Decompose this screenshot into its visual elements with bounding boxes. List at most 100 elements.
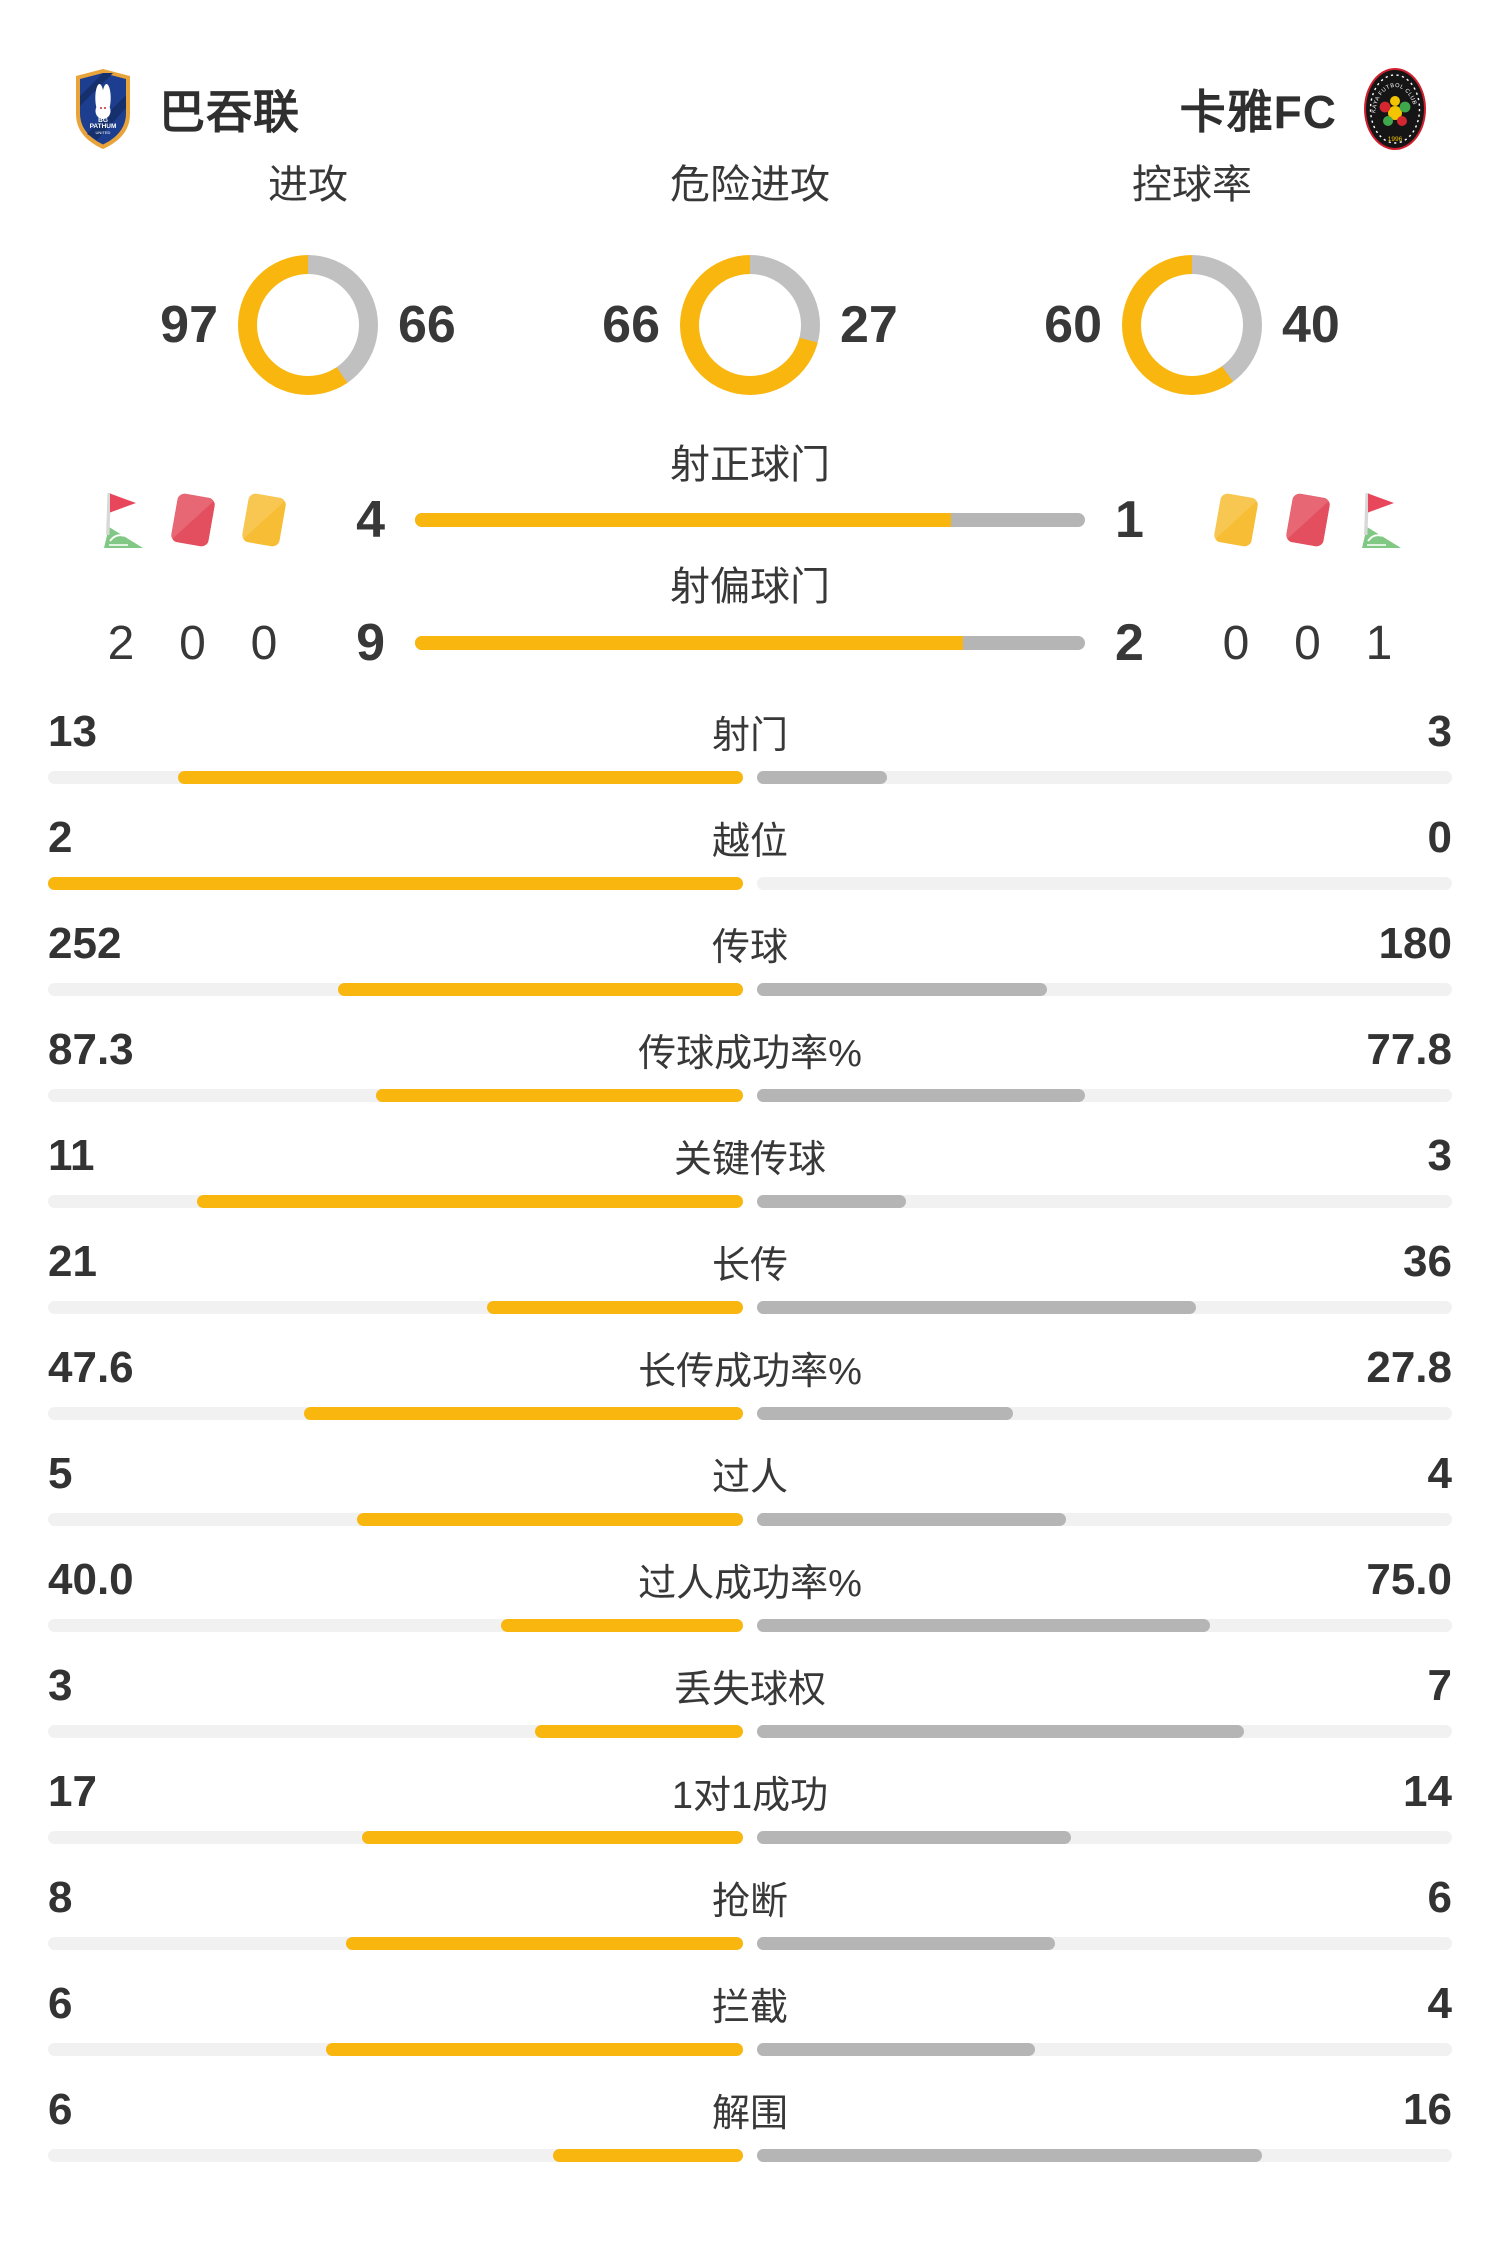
stat-row: 21 长传 36 — [0, 1230, 1500, 1336]
stat-away-track — [757, 1831, 1452, 1844]
stat-away-value: 36 — [1403, 1237, 1452, 1286]
stat-home-fill — [326, 2043, 743, 2056]
donut-home-value: 97 — [160, 296, 218, 354]
stat-home-value: 6 — [48, 1979, 73, 2028]
stat-away-fill — [757, 1831, 1071, 1844]
stat-row: 6 解围 16 — [0, 2078, 1500, 2184]
donut-label: 危险进攻 — [670, 163, 830, 207]
stat-away-track — [757, 771, 1452, 784]
donut-group: 控球率 60 40 — [972, 160, 1412, 395]
stat-home-fill — [356, 1513, 743, 1526]
stat-away-fill — [757, 1513, 1066, 1526]
away-yellow-card-count: 0 — [1222, 616, 1250, 670]
away-discipline-icons — [1210, 487, 1405, 553]
shot-bar-away-fill — [963, 636, 1085, 650]
stat-row: 5 过人 4 — [0, 1442, 1500, 1548]
stat-row: 6 拦截 4 — [0, 1972, 1500, 2078]
shots-off-target-label: 射偏球门 — [670, 565, 830, 609]
stat-home-value: 17 — [48, 1767, 97, 1816]
stat-away-track — [757, 1937, 1452, 1950]
stat-home-fill — [178, 771, 743, 784]
stat-home-value: 40.0 — [48, 1555, 134, 1604]
stat-away-fill — [757, 2149, 1263, 2162]
away-discipline-counts: 0 0 1 — [1210, 612, 1405, 674]
stat-row: 3 丢失球权 7 — [0, 1654, 1500, 1760]
stats-list: 13 射门 3 2 越位 0 252 传球 180 87.3 传球成功率% — [0, 700, 1500, 2184]
stat-away-fill — [757, 1725, 1244, 1738]
stat-home-value: 3 — [48, 1661, 73, 1710]
stat-row: 87.3 传球成功率% 77.8 — [0, 1018, 1500, 1124]
stat-away-track — [757, 1301, 1452, 1314]
stat-label: 长传成功率% — [638, 1351, 862, 1393]
stat-label: 传球成功率% — [638, 1033, 862, 1075]
stat-away-track — [757, 877, 1452, 890]
stat-home-track — [48, 1301, 743, 1314]
stat-label: 抢断 — [711, 1881, 788, 1923]
stat-home-track — [48, 1725, 743, 1738]
stat-home-track — [48, 1937, 743, 1950]
stat-away-fill — [757, 2043, 1035, 2056]
home-team-name: 巴吞联 — [159, 86, 300, 138]
donut-away-value: 27 — [840, 296, 898, 354]
stat-home-fill — [361, 1831, 743, 1844]
stat-label: 拦截 — [711, 1987, 788, 2029]
stat-away-value: 7 — [1427, 1661, 1452, 1710]
stat-row: 11 关键传球 3 — [0, 1124, 1500, 1230]
stat-away-value: 180 — [1378, 919, 1452, 968]
stat-home-fill — [48, 877, 743, 890]
stat-home-value: 47.6 — [48, 1343, 134, 1392]
stat-away-value: 16 — [1403, 2085, 1452, 2134]
stat-home-value: 8 — [48, 1873, 73, 1922]
stat-home-track — [48, 771, 743, 784]
shots-on-target-away: 1 — [1115, 491, 1144, 549]
away-crest-year: 1996 — [1388, 136, 1403, 143]
stat-away-fill — [757, 1619, 1211, 1632]
stat-row: 8 抢断 6 — [0, 1866, 1500, 1972]
donut-hole — [1141, 274, 1243, 376]
shots-on-target-label: 射正球门 — [670, 443, 830, 487]
stat-home-track — [48, 877, 743, 890]
stat-away-track — [757, 2149, 1452, 2162]
stat-home-fill — [337, 983, 743, 996]
home-team: PATHUM BG UNITED 巴吞联 — [73, 68, 300, 150]
stat-away-value: 27.8 — [1366, 1343, 1452, 1392]
stat-row: 13 射门 3 — [0, 700, 1500, 806]
home-discipline-counts: 2 0 0 — [95, 612, 290, 674]
stat-label: 传球 — [711, 927, 788, 969]
away-team: 卡雅FC KAYA FUTBOL CLUB 1996 — [1180, 67, 1427, 151]
stat-away-value: 77.8 — [1366, 1025, 1452, 1074]
home-corner-count: 2 — [107, 616, 135, 670]
stat-away-track — [757, 2043, 1452, 2056]
donut-group: 进攻 97 66 — [88, 160, 528, 395]
home-crest-text: PATHUM — [90, 123, 117, 130]
stat-label: 解围 — [711, 2093, 788, 2135]
stat-label: 射门 — [711, 715, 788, 757]
shot-bar-away-fill — [951, 513, 1085, 527]
red-card-icon — [162, 486, 224, 554]
donut-label: 进攻 — [268, 163, 348, 207]
stat-away-value: 6 — [1427, 1873, 1452, 1922]
away-team-name: 卡雅FC — [1179, 86, 1337, 138]
stat-row: 40.0 过人成功率% 75.0 — [0, 1548, 1500, 1654]
stat-home-value: 11 — [48, 1131, 95, 1180]
stat-away-fill — [757, 1195, 906, 1208]
stat-label: 过人 — [711, 1457, 788, 1499]
stat-away-value: 14 — [1403, 1767, 1452, 1816]
away-red-card-count: 0 — [1294, 616, 1321, 670]
stat-home-value: 252 — [48, 919, 122, 968]
stat-home-track — [48, 1513, 743, 1526]
stat-home-track — [48, 1195, 743, 1208]
donut-row: 97 66 — [88, 255, 528, 395]
donut-ring — [238, 255, 378, 395]
stat-away-track — [757, 1195, 1452, 1208]
stat-home-fill — [534, 1725, 743, 1738]
stat-away-track — [757, 1089, 1452, 1102]
shots-off-target-away: 2 — [1115, 614, 1144, 672]
stat-row: 2 越位 0 — [0, 806, 1500, 912]
stat-away-track — [757, 1725, 1452, 1738]
stat-row: 17 1对1成功 14 — [0, 1760, 1500, 1866]
stat-label: 长传 — [711, 1245, 788, 1287]
shots-off-target-bar — [415, 636, 1085, 650]
stat-away-track — [757, 1407, 1452, 1420]
stat-away-fill — [757, 1407, 1014, 1420]
